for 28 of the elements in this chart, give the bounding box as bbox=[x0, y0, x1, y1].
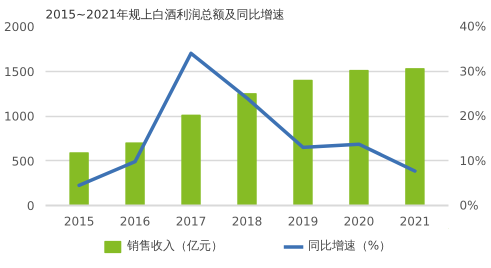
legend-label: 销售收入（亿元） bbox=[126, 238, 223, 254]
x-tick-label: 2016 bbox=[120, 214, 150, 228]
bar bbox=[349, 70, 369, 206]
y2-tick-label: 30% bbox=[460, 64, 486, 78]
x-tick-label: 2020 bbox=[344, 214, 374, 228]
y-tick-label: 2000 bbox=[4, 20, 35, 34]
x-tick-label: 2015 bbox=[64, 214, 94, 228]
y2-tick-label: 10% bbox=[460, 154, 486, 168]
x-tick-label: 2019 bbox=[288, 214, 318, 228]
bar bbox=[181, 114, 201, 206]
bar bbox=[69, 152, 89, 206]
bar bbox=[125, 142, 145, 206]
y2-tick-label: 0% bbox=[460, 198, 479, 212]
x-tick-label: 2018 bbox=[232, 214, 262, 228]
bar bbox=[405, 68, 425, 206]
y2-tick-label: 40% bbox=[460, 20, 486, 34]
legend-label: 同比增速（%） bbox=[308, 238, 392, 254]
chart-title: 2015~2021年规上白酒利润总额及同比增速 bbox=[46, 8, 285, 22]
y-tick-label: 1500 bbox=[4, 64, 35, 79]
bar bbox=[237, 93, 257, 206]
line-series bbox=[77, 52, 417, 188]
y-tick-label: 500 bbox=[12, 154, 34, 168]
y-tick-label: 1000 bbox=[4, 110, 35, 124]
y2-tick-label: 20% bbox=[460, 109, 486, 123]
x-tick-label: 2017 bbox=[176, 214, 206, 228]
x-tick-label: 2021 bbox=[400, 214, 430, 228]
y-tick-label: 0 bbox=[26, 199, 35, 213]
bar bbox=[293, 80, 313, 206]
